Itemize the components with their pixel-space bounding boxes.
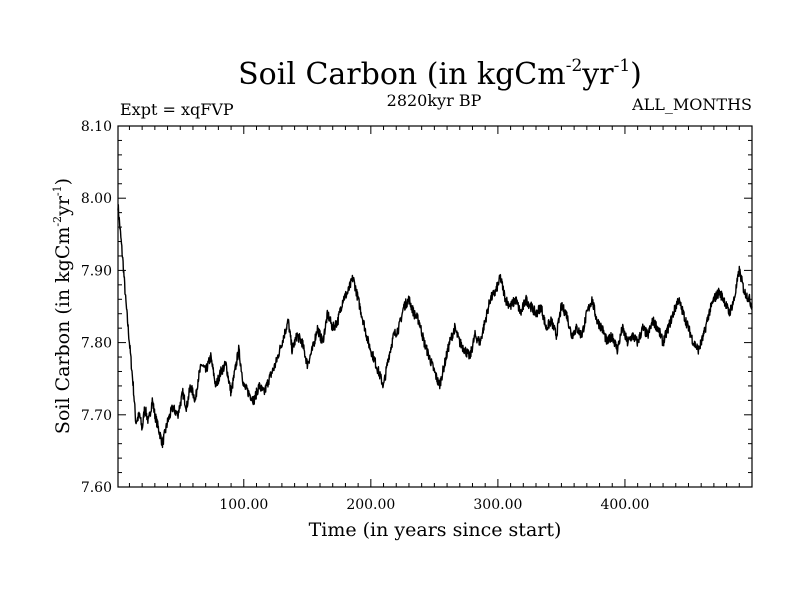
ticks-layer: 100.00 200.00 300.00 400.00 7.60 7.70 7.80 7.90… <box>81 119 752 513</box>
x-tick-label: 200.00 <box>346 497 395 513</box>
series-layer <box>117 204 753 449</box>
x-tick-label: 100.00 <box>219 497 268 513</box>
x-axis-label: Time (in years since start) <box>309 519 562 541</box>
y-tick-label: 8.00 <box>81 191 112 207</box>
y-axis-label: Soil Carbon (in kgCm-2yr-1) <box>51 178 74 434</box>
y-tick-label: 7.70 <box>81 408 112 424</box>
y-tick-label: 7.60 <box>81 480 112 496</box>
period-label: 2820kyr BP <box>387 91 482 110</box>
y-tick-label: 8.10 <box>81 119 112 135</box>
plot-frame <box>117 125 753 488</box>
x-tick-label: 400.00 <box>600 497 649 513</box>
series-line <box>117 204 753 449</box>
expt-label: Expt = xqFVP <box>120 100 234 119</box>
chart-title: Soil Carbon (in kgCm-2yr-1) <box>238 56 642 92</box>
months-label: ALL_MONTHS <box>631 95 752 114</box>
y-tick-label: 7.90 <box>81 263 112 279</box>
x-tick-label: 300.00 <box>473 497 522 513</box>
y-tick-label: 7.80 <box>81 336 112 352</box>
